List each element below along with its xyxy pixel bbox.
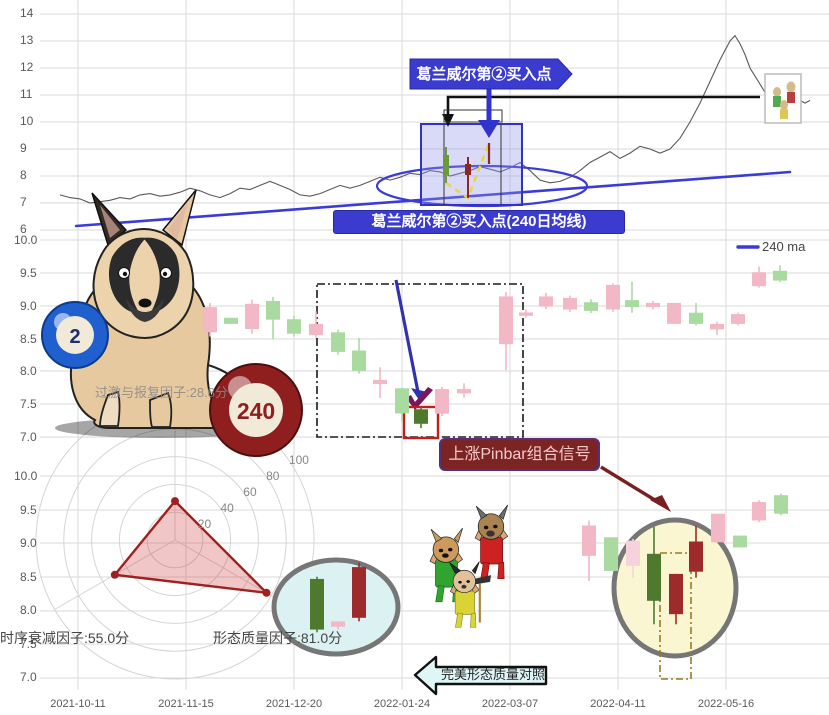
svg-text:40: 40 <box>221 501 235 515</box>
svg-text:240: 240 <box>237 398 275 424</box>
svg-text:60: 60 <box>243 485 257 499</box>
svg-text:80: 80 <box>266 469 280 483</box>
svg-text:20: 20 <box>198 517 212 531</box>
svg-text:2: 2 <box>69 326 80 348</box>
svg-text:100: 100 <box>289 453 309 467</box>
